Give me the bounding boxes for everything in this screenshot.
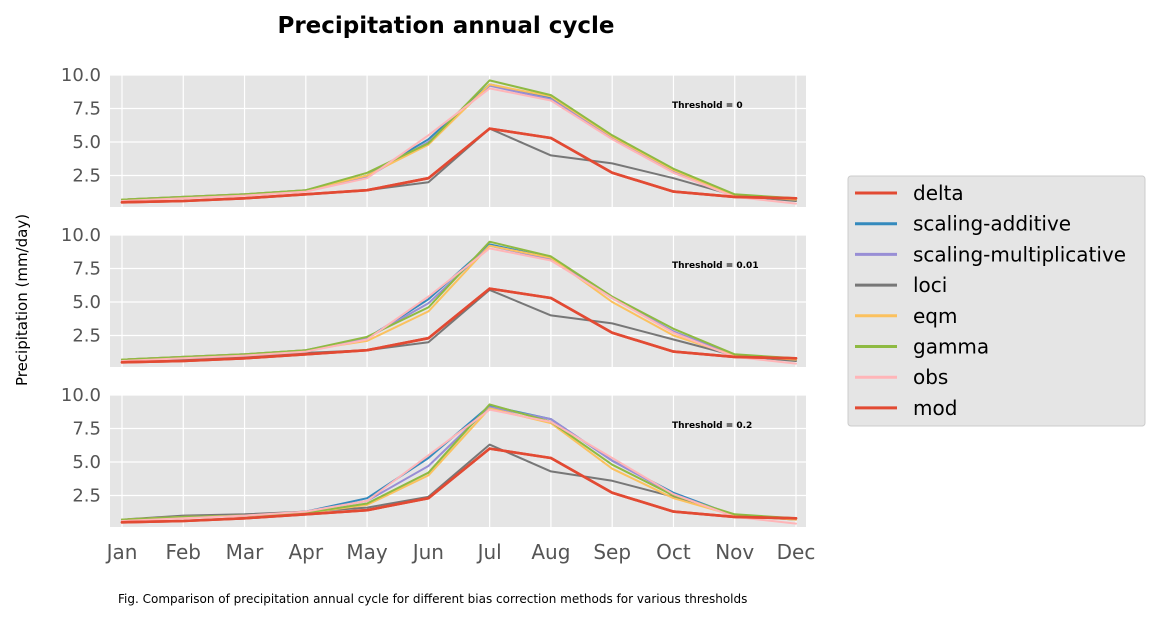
legend-item: mod xyxy=(855,396,957,420)
x-tick-label: Jun xyxy=(411,540,444,564)
legend-item: obs xyxy=(855,365,948,389)
legend-label: mod xyxy=(913,396,957,420)
chart-title: Precipitation annual cycle xyxy=(277,13,614,39)
subplot-panel: 2.5 5.0 7.5 10.0 Threshold = 0 xyxy=(61,65,806,207)
legend-item: eqm xyxy=(855,304,957,328)
x-tick-label: Dec xyxy=(777,540,816,564)
legend-item: loci xyxy=(855,273,947,297)
y-tick-label: 2.5 xyxy=(72,486,101,507)
y-tick-label: 5.0 xyxy=(72,452,101,473)
x-tick-label: Mar xyxy=(226,540,265,564)
subplot-panel: 2.5 5.0 7.5 10.0 Threshold = 0.01 xyxy=(61,225,806,367)
y-tick-label: 10.0 xyxy=(61,385,101,406)
legend-label: gamma xyxy=(913,335,989,359)
y-tick-label: 2.5 xyxy=(72,326,101,347)
y-tick-label: 2.5 xyxy=(72,166,101,187)
threshold-label: Threshold = 0 xyxy=(672,101,743,111)
legend: delta scaling-additive scaling-multiplicat… xyxy=(847,175,1146,427)
y-tick-label: 10.0 xyxy=(61,225,101,246)
y-tick-label: 7.5 xyxy=(72,419,101,440)
legend-item: delta xyxy=(855,181,964,205)
series-line-gamma xyxy=(121,240,797,361)
x-axis-ticks: Jan Feb Mar Apr May Jun Jul Aug Sep Oct Nov Dec xyxy=(105,540,816,564)
legend-item: gamma xyxy=(855,335,989,359)
y-tick-label: 7.5 xyxy=(72,99,101,120)
legend-label: delta xyxy=(913,181,964,205)
series-line-obs xyxy=(121,87,797,205)
legend-label: scaling-multiplicative xyxy=(913,242,1126,266)
y-axis-label: Precipitation (mm/day) xyxy=(13,214,31,386)
series-line-delta xyxy=(120,447,798,524)
series-line-obs xyxy=(121,408,797,525)
x-tick-label: Feb xyxy=(166,540,201,564)
threshold-label: Threshold = 0.2 xyxy=(672,421,752,431)
y-tick-label: 7.5 xyxy=(72,259,101,280)
series-line-delta xyxy=(120,127,798,204)
legend-label: scaling-additive xyxy=(913,212,1071,236)
x-tick-label: Nov xyxy=(715,540,754,564)
series-line-loci xyxy=(121,443,797,521)
x-tick-label: May xyxy=(346,540,388,564)
x-tick-label: Oct xyxy=(656,540,691,564)
x-tick-label: Sep xyxy=(593,540,631,564)
series-line-obs xyxy=(121,247,797,365)
y-tick-label: 10.0 xyxy=(61,65,101,86)
subplots: 2.5 5.0 7.5 10.0 Threshold = 0 2.5 5.0 7.5 10.0 T… xyxy=(61,65,806,527)
legend-item: scaling-multiplicative xyxy=(855,242,1126,266)
series-line-delta xyxy=(120,287,798,364)
legend-label: obs xyxy=(913,365,948,389)
threshold-label: Threshold = 0.01 xyxy=(672,261,759,271)
legend-box xyxy=(847,175,1146,427)
x-tick-label: Aug xyxy=(531,540,570,564)
legend-item: scaling-additive xyxy=(855,212,1071,236)
figure-caption: Fig. Comparison of precipitation annual … xyxy=(118,592,747,606)
plot-area xyxy=(110,75,806,207)
legend-label: loci xyxy=(913,273,947,297)
y-tick-label: 5.0 xyxy=(72,292,101,313)
subplot-panel: 2.5 5.0 7.5 10.0 Threshold = 0.2 xyxy=(61,385,806,527)
legend-label: eqm xyxy=(913,304,957,328)
plot-area xyxy=(110,395,806,527)
series-line-loci xyxy=(121,288,797,362)
x-tick-label: Apr xyxy=(289,540,324,564)
x-tick-label: Jan xyxy=(105,540,138,564)
plot-area xyxy=(110,235,806,367)
x-tick-label: Jul xyxy=(476,540,502,564)
y-tick-label: 5.0 xyxy=(72,132,101,153)
